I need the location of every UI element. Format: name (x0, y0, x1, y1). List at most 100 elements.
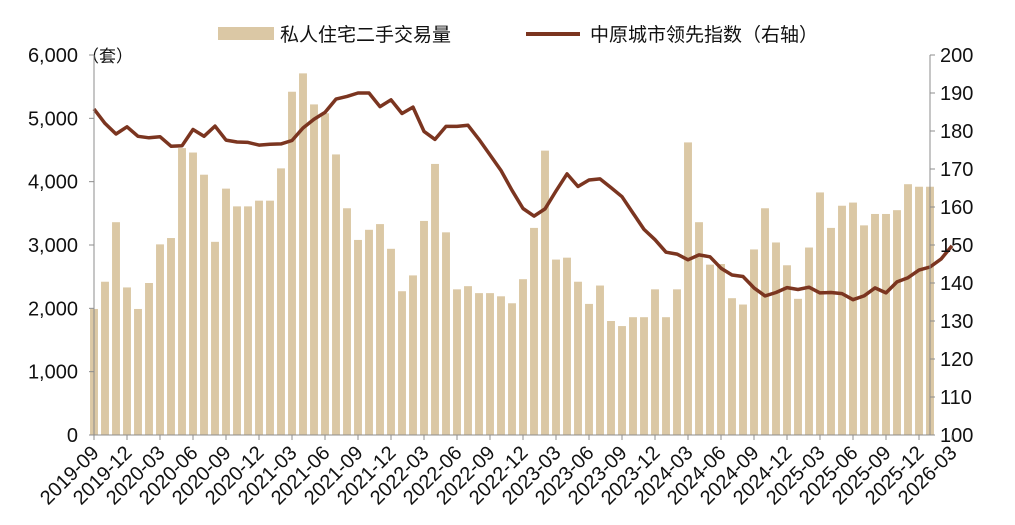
bar (915, 186, 923, 435)
left-tick-label: 1,000 (28, 362, 78, 384)
bar (475, 293, 483, 435)
bar (860, 225, 868, 435)
bar (805, 247, 813, 435)
bar (882, 213, 890, 435)
right-tick-label: 180 (940, 121, 973, 143)
bar (794, 298, 802, 435)
bar (420, 220, 428, 435)
bar-series (90, 73, 934, 436)
bar (541, 150, 549, 435)
bar (365, 229, 373, 435)
bar (827, 227, 835, 435)
right-tick-label: 170 (940, 159, 973, 181)
bar (673, 289, 681, 435)
bar (684, 142, 692, 435)
bar (695, 222, 703, 435)
bar (618, 326, 626, 435)
bar (387, 248, 395, 435)
bar (552, 259, 560, 435)
bar (189, 152, 197, 436)
bar (750, 249, 758, 435)
bar (431, 163, 439, 435)
bar (497, 296, 505, 435)
bar (123, 287, 131, 435)
bar (288, 91, 296, 435)
x-axis-ticks: 2019-092019-122020-032020-062020-092020-… (36, 435, 962, 509)
bar (596, 285, 604, 435)
bar (321, 113, 329, 436)
right-tick-label: 110 (940, 387, 972, 409)
left-tick-label: 0 (67, 425, 78, 447)
bar (519, 279, 527, 435)
bar (332, 154, 340, 435)
bar (200, 174, 208, 435)
index-line (92, 91, 954, 302)
line-series (92, 91, 954, 302)
bar (343, 208, 351, 435)
left-axis-ticks: 0 1,000 2,000 3,000 4,000 5,000 6,000 (28, 45, 94, 447)
bar (156, 244, 164, 435)
bar (354, 239, 362, 435)
bar (464, 286, 472, 435)
bar (486, 293, 494, 435)
bar (277, 168, 285, 435)
right-tick-label: 130 (940, 311, 973, 333)
legend: 私人住宅二手交易量 中原城市领先指数（右轴） (218, 24, 818, 46)
bar (453, 289, 461, 435)
left-tick-label: 5,000 (28, 108, 78, 130)
left-tick-label: 2,000 (28, 298, 78, 320)
left-tick-label: 4,000 (28, 172, 78, 194)
bar (607, 321, 615, 435)
right-tick-label: 120 (940, 349, 973, 371)
bar (717, 264, 725, 435)
left-tick-label: 3,000 (28, 235, 78, 257)
bar (904, 184, 912, 435)
bar (508, 303, 516, 435)
right-tick-label: 200 (940, 45, 973, 67)
bar (662, 317, 670, 435)
bar (255, 200, 263, 435)
bar (222, 188, 230, 435)
bar (530, 227, 538, 435)
bar (574, 281, 582, 435)
bar (761, 208, 769, 435)
legend-bar-swatch (218, 27, 274, 40)
bar (442, 232, 450, 435)
right-tick-label: 140 (940, 273, 973, 295)
right-tick-label: 150 (940, 235, 973, 257)
bar (816, 192, 824, 435)
bar (145, 283, 153, 435)
bar (134, 308, 142, 435)
bar (640, 317, 648, 435)
bar (871, 213, 879, 435)
bar (398, 291, 406, 435)
right-tick-label: 100 (940, 425, 973, 447)
legend-bar-label: 私人住宅二手交易量 (280, 24, 451, 46)
bar (244, 206, 252, 435)
bar (310, 104, 318, 436)
left-axis-unit: （套） (82, 47, 133, 67)
bar (838, 205, 846, 435)
bar (739, 304, 747, 435)
bar (783, 265, 791, 435)
bar (211, 241, 219, 435)
right-tick-label: 160 (940, 197, 973, 219)
bar (299, 73, 307, 435)
right-tick-label: 190 (940, 83, 973, 105)
bar (178, 148, 186, 435)
bar (266, 200, 274, 435)
bar (112, 222, 120, 435)
bar (651, 289, 659, 435)
bar (167, 238, 175, 435)
bar (585, 303, 593, 435)
bar (728, 298, 736, 435)
right-axis-ticks: 100 110 120 130 140 150 160 170 180 190 200 (930, 45, 973, 447)
bar (893, 210, 901, 435)
bar (563, 257, 571, 435)
legend-line-label: 中原城市领先指数（右轴） (590, 24, 818, 46)
bar (233, 206, 241, 435)
bar (772, 242, 780, 435)
bar (101, 281, 109, 435)
bar (849, 202, 857, 435)
